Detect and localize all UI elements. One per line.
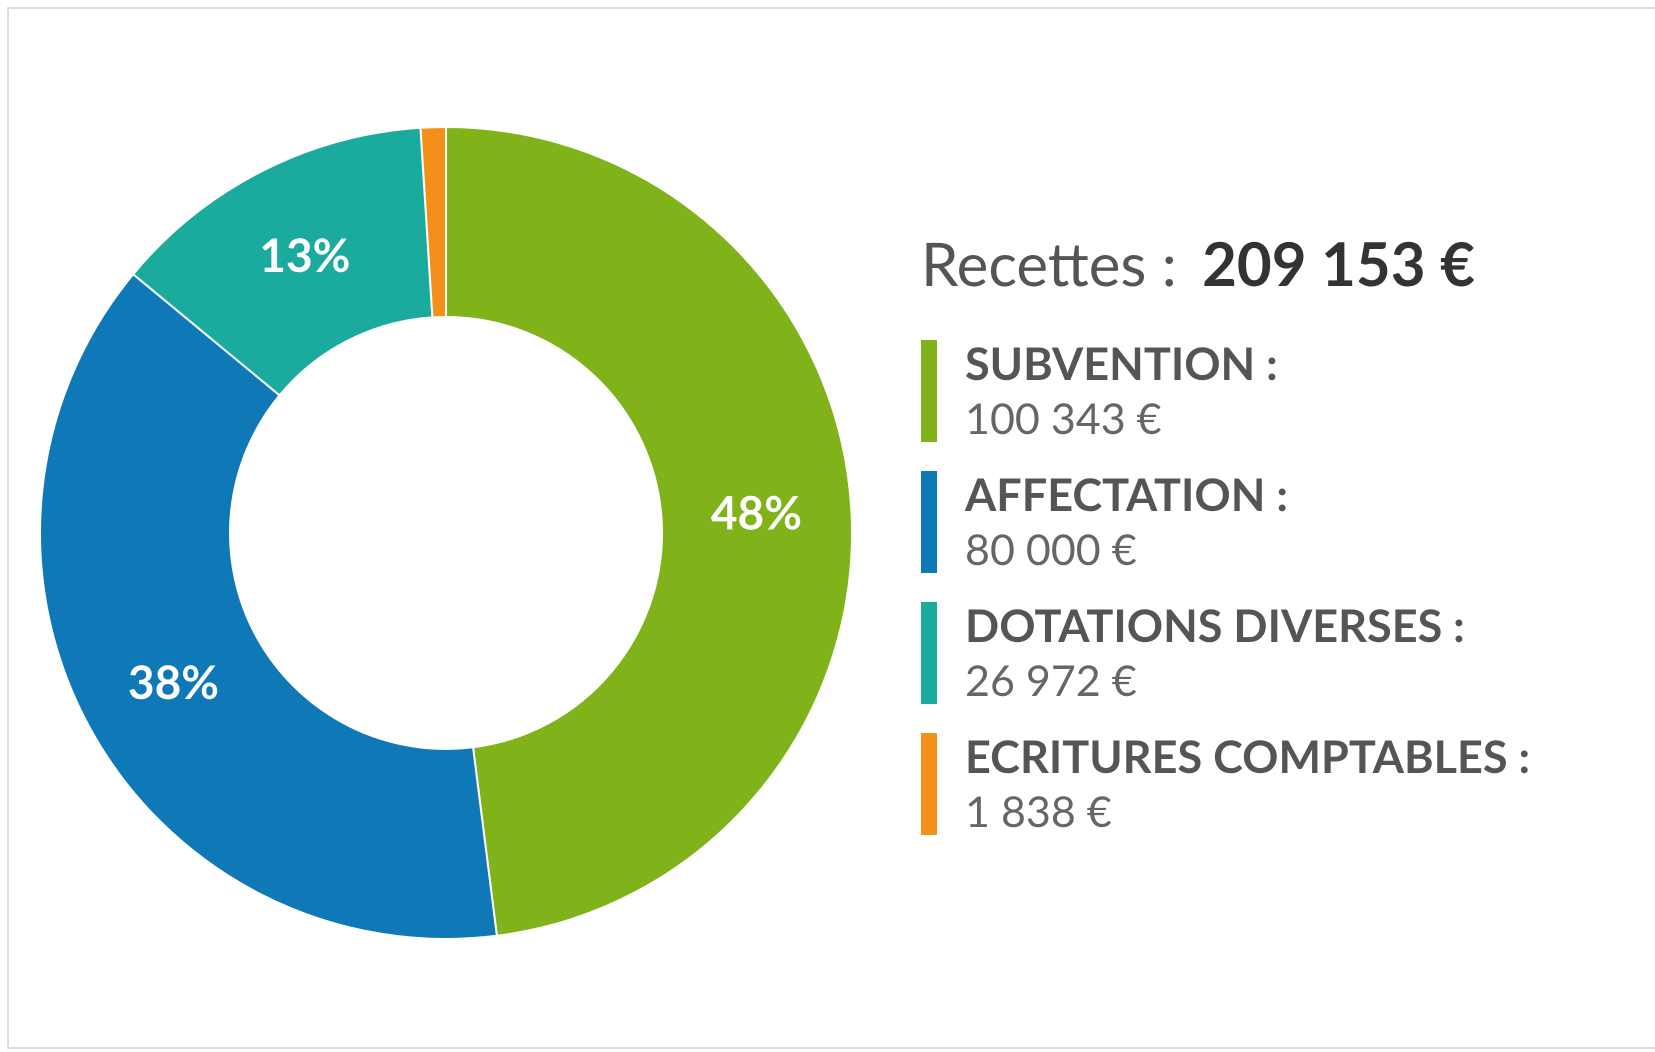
slice-label: 38%: [128, 654, 219, 709]
legend-amount: 26 972 €: [965, 655, 1137, 706]
legend-amount: 1 838 €: [965, 786, 1112, 837]
title-label: Recettes :: [921, 227, 1177, 299]
chart-title: Recettes : 209 153 €: [921, 227, 1475, 299]
donut-slice: [39, 272, 499, 940]
legend-label: SUBVENTION :: [965, 336, 1278, 390]
legend-swatch: [921, 733, 937, 835]
donut-slice: [445, 125, 854, 937]
legend-swatch: [921, 602, 937, 704]
legend-label: AFFECTATION :: [964, 467, 1288, 521]
donut-slice: [131, 126, 434, 397]
legend-label: ECRITURES COMPTABLES :: [965, 729, 1530, 783]
donut-slice: [419, 125, 447, 319]
title-total: 209 153 €: [1202, 227, 1475, 299]
legend-swatch: [921, 340, 937, 442]
slice-label: 48%: [711, 484, 802, 539]
slice-label: 13%: [259, 227, 350, 282]
legend-amount: 100 343 €: [965, 393, 1162, 444]
legend-swatch: [921, 471, 937, 573]
legend-amount: 80 000 €: [965, 524, 1137, 575]
legend-label: DOTATIONS DIVERSES :: [965, 598, 1465, 652]
